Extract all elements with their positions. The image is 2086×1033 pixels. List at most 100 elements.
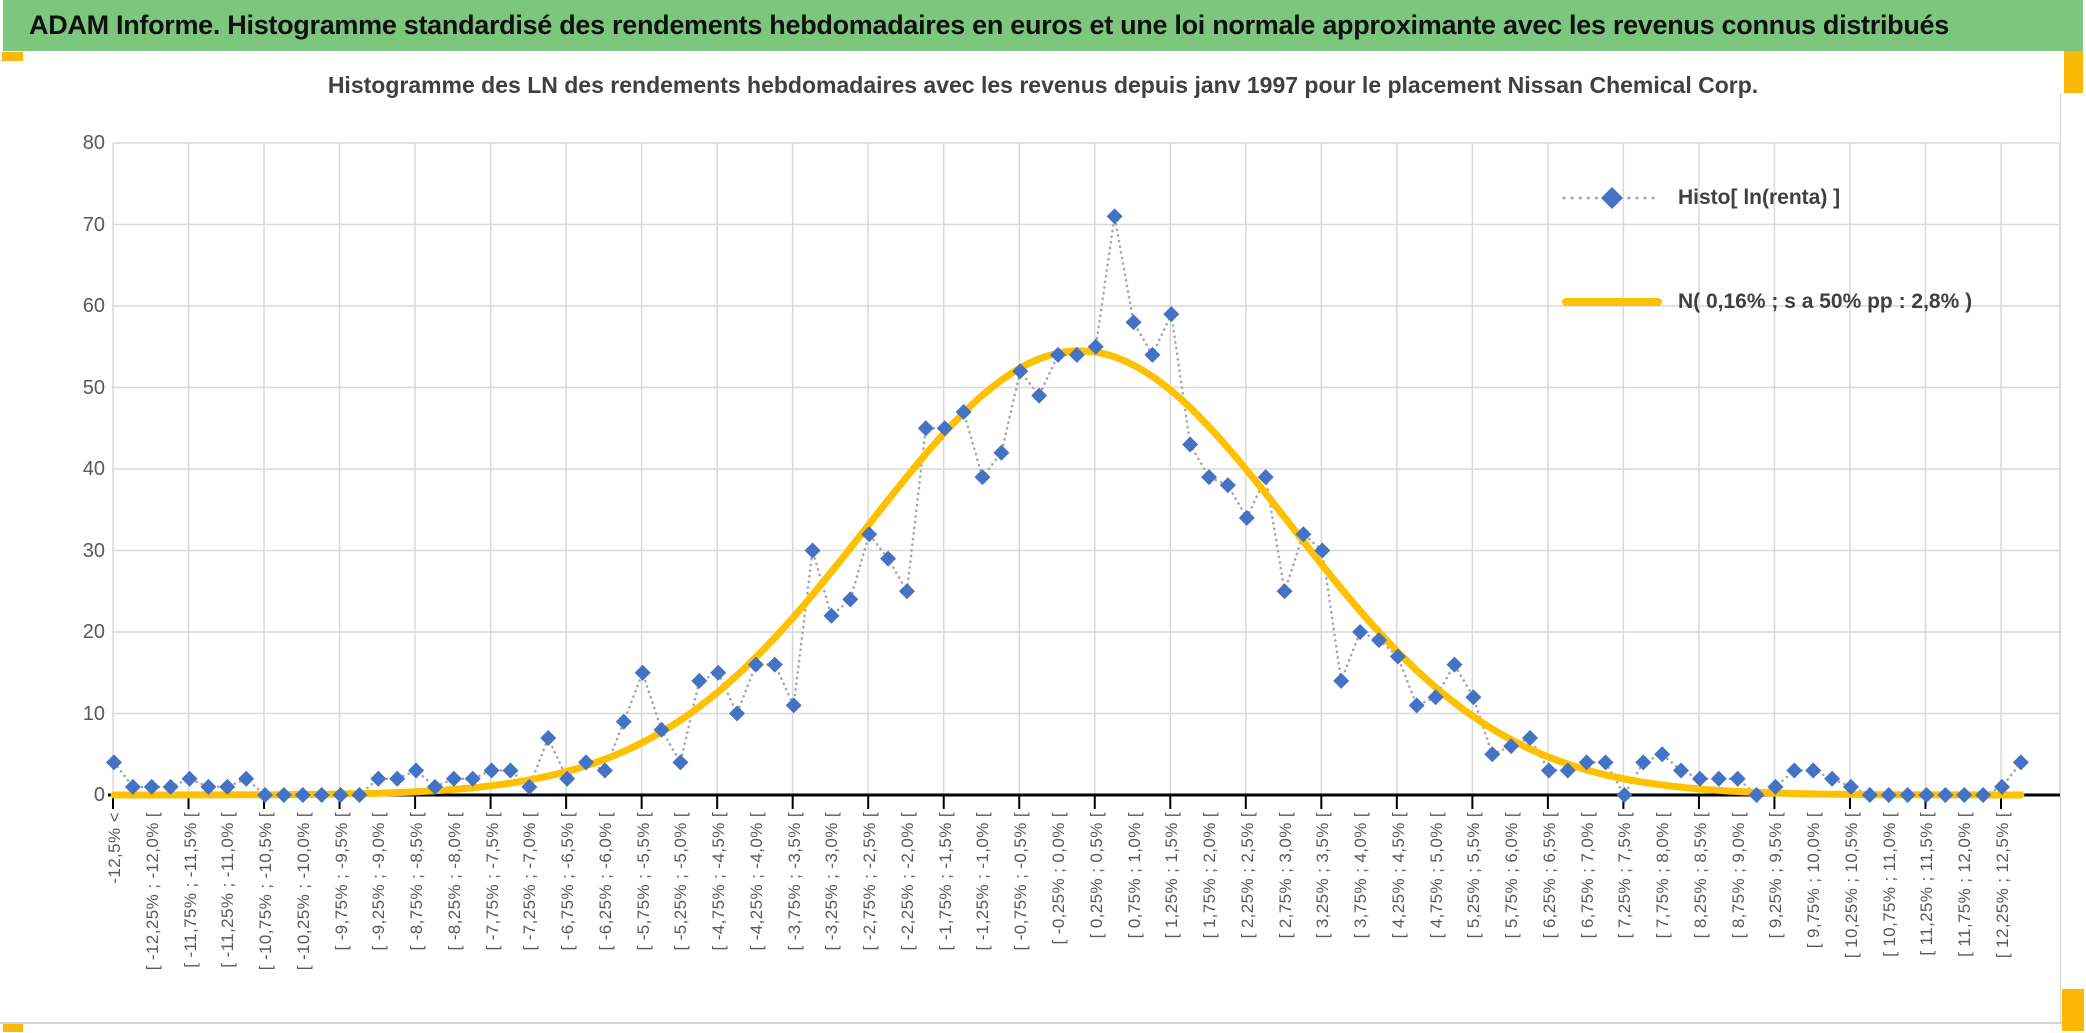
- y-tick-label: 10: [82, 702, 105, 725]
- x-tick-label: [ -7,25% ; -7,0% [: [520, 812, 540, 951]
- x-tick-label: [ 8,75% ; 9,0% [: [1728, 812, 1748, 939]
- data-point-diamond: [483, 762, 500, 779]
- y-tick-label: 30: [82, 539, 105, 562]
- accent-bottom-right: [2062, 989, 2084, 1031]
- y-tick-label: 60: [82, 295, 105, 317]
- data-point-diamond: [1219, 477, 1236, 494]
- x-tick-label: [ 0,75% ; 1,0% [: [1124, 812, 1144, 939]
- data-point-diamond: [1370, 632, 1387, 649]
- data-point-diamond: [653, 721, 670, 738]
- data-point-diamond: [1182, 436, 1199, 453]
- x-tick-label: [ -2,25% ; -2,0% [: [897, 812, 917, 951]
- data-point-diamond: [1352, 624, 1369, 640]
- data-point-diamond: [143, 778, 160, 795]
- x-tick-label: [ -11,75% ; -11,5% [: [180, 812, 200, 968]
- data-point-diamond: [1012, 363, 1029, 380]
- data-point-diamond: [1125, 314, 1142, 331]
- data-point-diamond: [1824, 770, 1841, 787]
- data-point-diamond: [351, 787, 368, 803]
- data-point-diamond: [332, 787, 349, 803]
- data-point-diamond: [200, 778, 217, 795]
- data-point-diamond: [880, 550, 897, 567]
- data-point-diamond: [1503, 738, 1520, 755]
- data-point-diamond: [1295, 526, 1312, 543]
- legend-label-normal: N( 0,16% ; s a 50% pp : 2,8% ): [1678, 290, 1973, 313]
- data-point-diamond: [1861, 787, 1878, 803]
- x-tick-label: [ 4,25% ; 4,5% [: [1388, 812, 1408, 939]
- data-point-diamond: [1937, 787, 1954, 803]
- accent-top-left: [2, 52, 23, 61]
- data-point-diamond: [1427, 689, 1444, 706]
- data-point-diamond: [408, 762, 425, 779]
- x-tick-label: [ -1,75% ; -1,5% [: [935, 812, 955, 951]
- x-tick-label: [ 7,75% ; 8,0% [: [1653, 812, 1673, 939]
- data-point-diamond: [219, 778, 236, 795]
- chart-title: Histogramme des LN des rendements hebdom…: [327, 72, 1759, 98]
- x-tick-label: [ 5,75% ; 6,0% [: [1502, 812, 1522, 939]
- data-point-diamond: [1842, 778, 1859, 795]
- data-point-diamond: [804, 542, 821, 559]
- legend-label-histo: Histo[ ln(renta) ]: [1678, 186, 1841, 209]
- data-point-diamond: [445, 770, 462, 787]
- data-point-diamond: [596, 762, 613, 779]
- data-point-diamond: [2012, 754, 2029, 771]
- data-point-diamond: [842, 591, 859, 608]
- header-banner: ADAM Informe. Histogramme standardisé de…: [3, 0, 2083, 51]
- data-point-diamond: [1522, 729, 1538, 746]
- legend-entry-histo: Histo[ ln(renta) ]: [1562, 178, 1840, 218]
- data-point-diamond: [502, 762, 519, 779]
- data-point-diamond: [1087, 338, 1104, 355]
- data-point-diamond: [1408, 697, 1425, 714]
- data-point-diamond: [1748, 787, 1765, 803]
- x-tick-label: [ 12,25% ; 12,5% [: [1993, 812, 2012, 959]
- x-tick-label: [ -8,75% ; -8,5% [: [407, 812, 427, 951]
- x-tick-label: [ 9,25% ; 9,5% [: [1766, 812, 1786, 939]
- data-point-diamond: [1031, 387, 1048, 404]
- x-tick-label: [ 5,25% ; 5,5% [: [1464, 812, 1484, 939]
- y-tick-label: 70: [82, 213, 105, 236]
- data-point-diamond: [1673, 762, 1690, 779]
- x-tick-label: [ 7,25% ; 7,5% [: [1615, 812, 1635, 939]
- data-point-diamond: [1201, 469, 1218, 486]
- data-point-diamond: [1257, 469, 1274, 486]
- x-tick-label: [ 11,75% ; 12,0% [: [1955, 812, 1975, 957]
- data-point-diamond: [1314, 542, 1331, 559]
- data-point-diamond: [766, 656, 783, 673]
- data-point-diamond: [993, 444, 1010, 461]
- x-tick-label: [ 4,75% ; 5,0% [: [1426, 812, 1446, 939]
- data-point-diamond: [1484, 746, 1501, 763]
- data-point-diamond: [861, 526, 878, 543]
- data-point-diamond: [974, 469, 991, 486]
- data-point-diamond: [785, 697, 802, 714]
- x-tick-label: [ 2,75% ; 3,0% [: [1275, 812, 1295, 939]
- x-tick-label: [ -5,75% ; -5,5% [: [633, 812, 653, 951]
- data-point-diamond: [1068, 346, 1085, 363]
- x-tick-label: [ 8,25% ; 8,5% [: [1690, 812, 1710, 939]
- data-point-diamond: [1276, 583, 1293, 600]
- data-point-diamond: [1880, 787, 1897, 803]
- x-tick-label: [ 1,25% ; 1,5% [: [1162, 812, 1182, 939]
- y-tick-label: 0: [93, 784, 105, 806]
- x-tick-label: [ -6,75% ; -6,5% [: [558, 812, 578, 951]
- data-point-diamond: [1446, 656, 1463, 673]
- x-tick-label: [ 6,25% ; 6,5% [: [1539, 812, 1559, 939]
- data-point-diamond: [559, 770, 576, 787]
- x-tick-label: [ 3,25% ; 3,5% [: [1313, 812, 1333, 939]
- data-point-diamond: [710, 664, 727, 681]
- header-title: ADAM Informe. Histogramme standardisé de…: [29, 10, 1949, 40]
- data-point-diamond: [672, 754, 689, 771]
- data-point-diamond: [294, 787, 311, 803]
- x-tick-label: [ 2,25% ; 2,5% [: [1237, 812, 1257, 939]
- data-point-diamond: [1389, 648, 1406, 665]
- legend-entry-normal: N( 0,16% ; s a 50% pp : 2,8% ): [1562, 282, 1972, 322]
- data-point-diamond: [426, 778, 443, 795]
- data-point-diamond: [823, 607, 840, 624]
- y-tick-label: 50: [82, 376, 105, 399]
- y-tick-label: 40: [82, 458, 105, 480]
- x-tick-label: [ -9,25% ; -9,0% [: [369, 812, 389, 951]
- data-point-diamond: [1540, 762, 1557, 779]
- x-tick-label: [ -1,25% ; -1,0% [: [973, 812, 993, 951]
- x-tick-label: [ -4,25% ; -4,0% [: [746, 812, 766, 951]
- data-point-diamond: [936, 420, 953, 437]
